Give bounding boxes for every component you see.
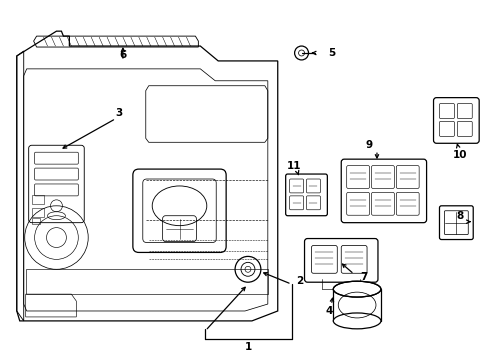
Text: 8: 8 bbox=[456, 211, 463, 221]
Text: 2: 2 bbox=[295, 276, 303, 286]
Text: 3: 3 bbox=[115, 108, 122, 117]
Bar bbox=[32, 208, 43, 217]
Ellipse shape bbox=[333, 281, 380, 297]
Text: 4: 4 bbox=[325, 306, 332, 316]
Text: 11: 11 bbox=[286, 161, 300, 171]
Text: 1: 1 bbox=[244, 342, 251, 352]
Text: 9: 9 bbox=[365, 140, 372, 150]
Text: 5: 5 bbox=[327, 48, 334, 58]
Text: 6: 6 bbox=[119, 50, 126, 60]
Text: 7: 7 bbox=[360, 272, 367, 282]
Bar bbox=[32, 195, 43, 204]
Ellipse shape bbox=[333, 313, 380, 329]
Bar bbox=[32, 218, 40, 224]
Text: 10: 10 bbox=[452, 150, 467, 160]
